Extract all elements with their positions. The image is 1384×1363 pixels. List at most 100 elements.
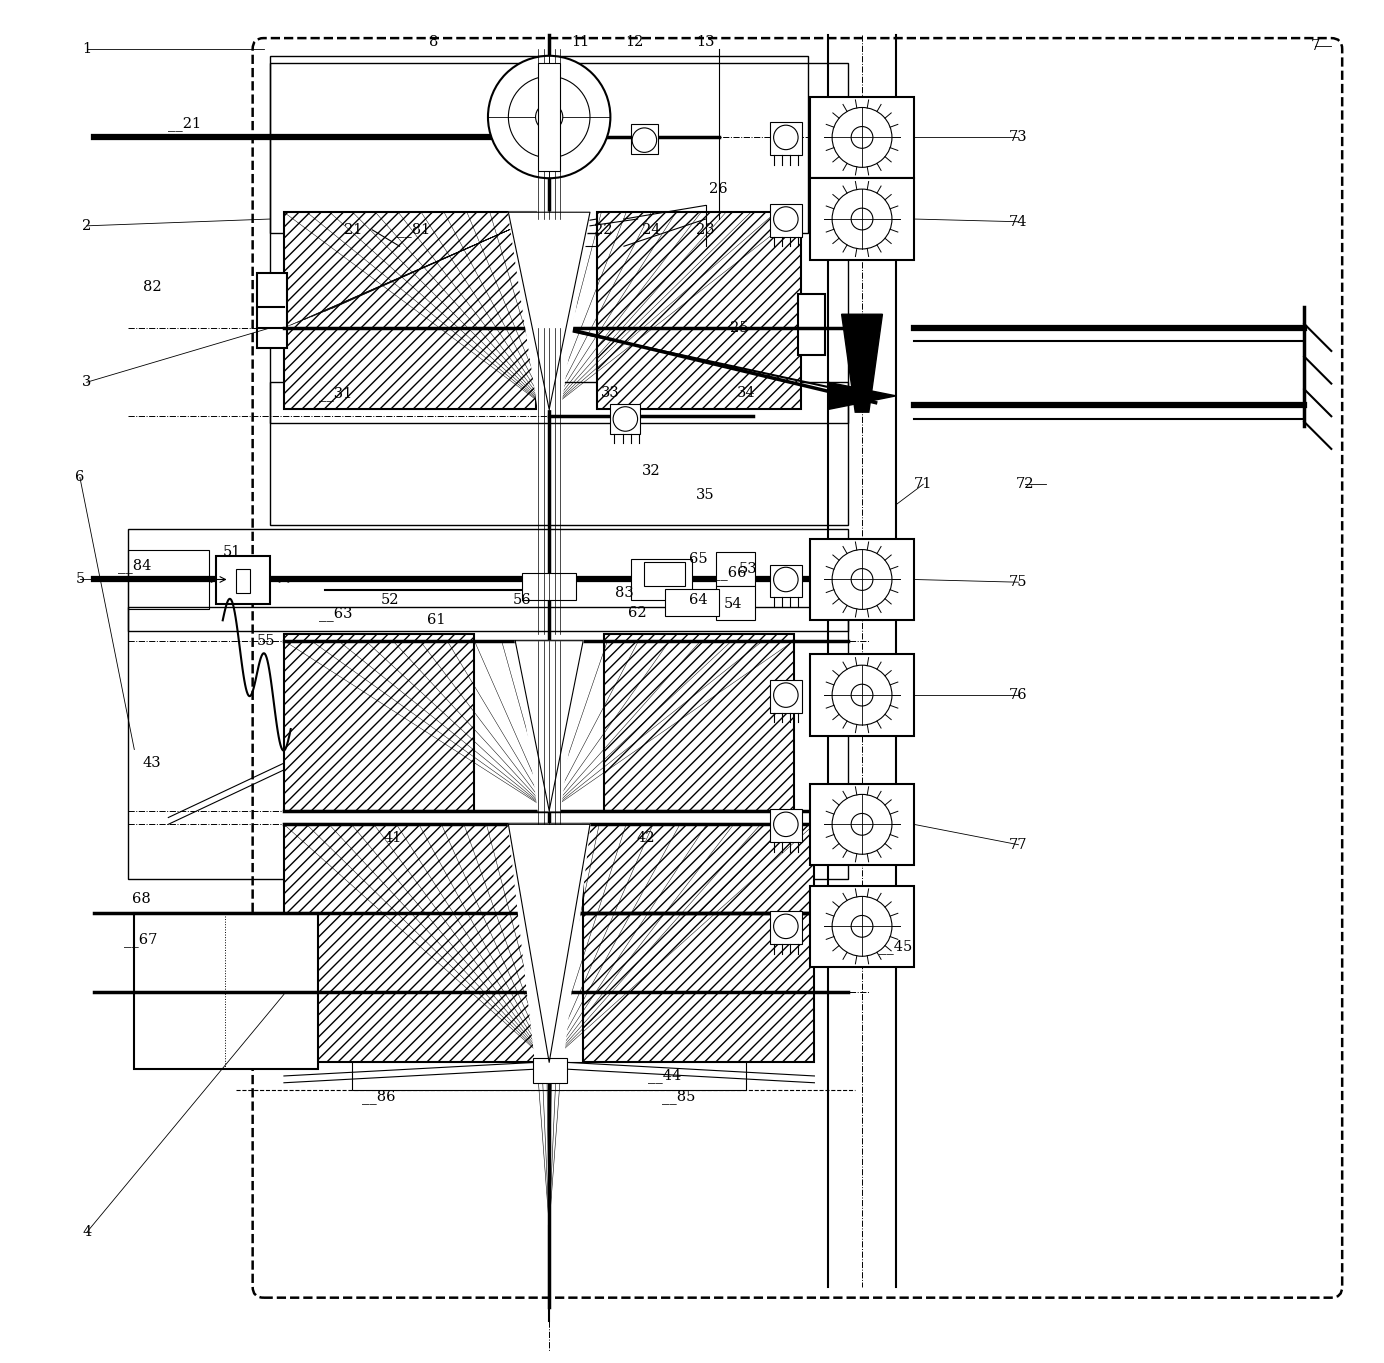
Text: 24: 24 [642,224,660,237]
Text: 33: 33 [601,386,620,401]
Bar [664,589,720,616]
Text: 23: 23 [696,224,716,237]
Bar [597,213,801,409]
Bar [284,213,536,409]
Circle shape [851,814,873,836]
Polygon shape [515,641,583,811]
Bar [127,549,209,609]
Circle shape [774,207,799,232]
Text: 62: 62 [628,607,646,620]
Text: 71: 71 [913,477,933,491]
Text: 25: 25 [731,320,749,335]
Text: 74: 74 [1009,215,1028,229]
Circle shape [851,684,873,706]
Text: 6: 6 [75,470,84,484]
Circle shape [536,104,563,131]
Circle shape [832,795,891,855]
Bar [717,586,754,620]
Circle shape [508,76,590,158]
Text: 52: 52 [381,593,399,607]
Circle shape [832,189,891,249]
Text: 76: 76 [1009,688,1028,702]
Circle shape [851,209,873,230]
Circle shape [851,916,873,938]
Bar [631,124,657,154]
Bar [127,529,848,631]
Circle shape [613,406,638,431]
Text: 68: 68 [131,893,151,906]
Text: __21: __21 [167,116,201,131]
Bar [216,556,270,604]
Bar [610,403,641,433]
Text: 41: 41 [383,831,401,845]
Circle shape [774,915,799,939]
Circle shape [774,567,799,592]
Polygon shape [508,213,590,409]
Bar [237,568,251,593]
Text: __67: __67 [125,932,158,947]
Text: 21: 21 [345,224,363,237]
Bar [538,63,561,172]
Bar [811,654,913,736]
Bar [770,204,803,237]
Text: 7: 7 [1311,40,1319,53]
Bar [770,564,803,597]
Bar [770,123,803,155]
Text: 56: 56 [512,593,531,607]
Text: __81: __81 [397,222,430,237]
Text: __66: __66 [713,566,747,581]
Bar [811,886,913,968]
Bar [811,179,913,260]
Text: 72: 72 [1016,477,1034,491]
Text: __45: __45 [879,939,912,954]
Text: 22: 22 [594,224,613,237]
Circle shape [851,127,873,149]
Text: 2: 2 [82,219,91,233]
Circle shape [832,665,891,725]
Bar [270,63,848,423]
Polygon shape [828,382,895,409]
Bar [134,913,318,1069]
Text: 11: 11 [572,35,590,49]
Polygon shape [508,825,590,1062]
Text: 13: 13 [696,35,716,49]
Bar [127,607,848,879]
Text: 12: 12 [626,35,644,49]
Bar [811,784,913,866]
Circle shape [489,56,610,179]
Text: 75: 75 [1009,575,1028,589]
Text: 26: 26 [709,183,727,196]
Text: 54: 54 [724,597,742,611]
Bar [770,810,803,842]
Text: 65: 65 [689,552,709,566]
Text: 64: 64 [689,593,709,607]
Bar [645,562,685,586]
Text: 35: 35 [696,488,716,502]
Text: 43: 43 [143,756,162,770]
Text: __31: __31 [318,386,353,401]
Bar [270,382,848,525]
Text: 51: 51 [223,545,241,559]
Text: 73: 73 [1009,131,1028,144]
Text: 53: 53 [739,562,757,575]
Bar [256,274,286,348]
Text: 83: 83 [614,586,634,600]
Circle shape [832,549,891,609]
Bar [770,680,803,713]
Text: __86: __86 [363,1089,396,1104]
Text: __84: __84 [118,559,151,574]
Bar [811,97,913,179]
Polygon shape [841,315,883,412]
Bar [799,294,825,354]
Text: 42: 42 [637,831,655,845]
Bar [284,634,475,811]
Text: 32: 32 [642,463,660,477]
Text: 55: 55 [257,634,275,647]
Text: 8: 8 [429,35,439,49]
Text: 5: 5 [75,572,84,586]
Text: 34: 34 [738,386,756,401]
Bar [270,56,808,233]
Bar [603,634,794,811]
Text: 4: 4 [82,1225,91,1239]
Text: 1: 1 [82,42,91,56]
